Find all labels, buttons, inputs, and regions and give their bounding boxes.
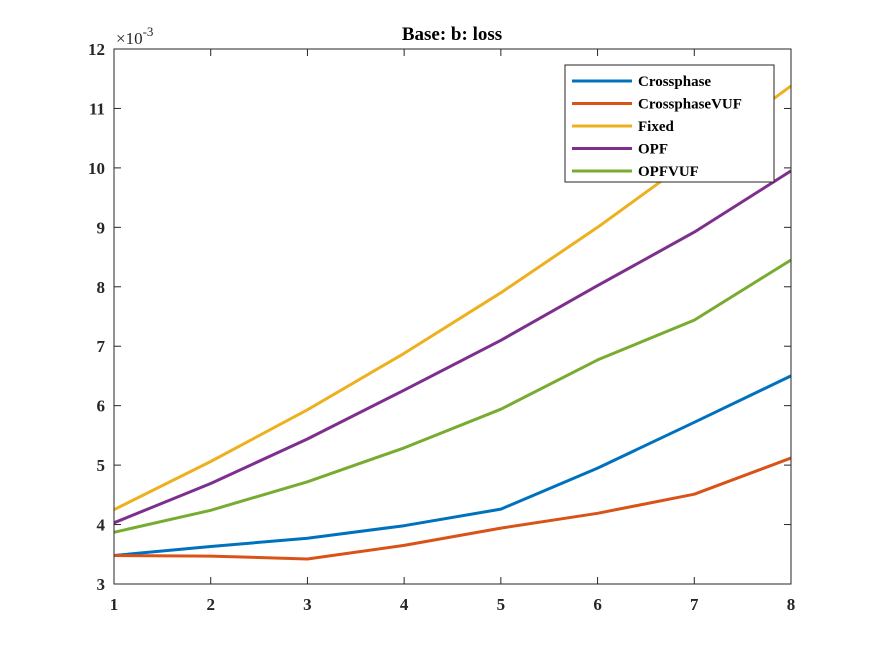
x-tick-label: 3 — [303, 595, 312, 614]
y-tick-label: 9 — [97, 218, 106, 237]
legend-label-crossphase: Crossphase — [638, 74, 711, 90]
y-tick-label: 8 — [97, 278, 106, 297]
x-tick-label: 5 — [497, 595, 506, 614]
series-line-opf — [114, 169, 791, 525]
x-tick-label: 4 — [400, 595, 409, 614]
series-line-crossphase — [114, 374, 791, 557]
y-tick-label: 11 — [89, 99, 105, 118]
series-line-opfvuf — [114, 258, 791, 534]
x-tick-label: 8 — [787, 595, 796, 614]
y-tick-label: 5 — [97, 456, 106, 475]
y-tick-label: 7 — [97, 337, 106, 356]
legend-box — [564, 64, 775, 183]
legend-label-opfvuf: OPFVUF — [638, 164, 699, 180]
y-exponent-power: -3 — [143, 24, 154, 39]
axes-box — [113, 48, 792, 585]
y-tick-label: 6 — [97, 397, 106, 416]
y-tick-label: 10 — [88, 159, 105, 178]
series-line-crossphasevuf — [114, 456, 791, 561]
y-tick-label: 3 — [97, 575, 106, 594]
legend-label-crossphasevuf: CrossphaseVUF — [638, 97, 742, 113]
x-tick-label: 6 — [593, 595, 602, 614]
legend: Crossphase CrossphaseVUF Fixed OPF OPFVUF — [564, 64, 775, 183]
legend-label-opf: OPF — [638, 142, 668, 158]
y-tick-label: 12 — [88, 40, 105, 59]
y-tick-label: 4 — [97, 516, 106, 535]
chart-title: Base: b: loss — [402, 24, 502, 45]
y-exponent: ×10-3 — [116, 24, 153, 48]
x-tick-label: 7 — [690, 595, 699, 614]
legend-label-fixed: Fixed — [638, 119, 674, 135]
x-tick-label: 2 — [206, 595, 215, 614]
y-exponent-base: ×10 — [116, 29, 143, 48]
x-tick-label: 1 — [110, 595, 119, 614]
